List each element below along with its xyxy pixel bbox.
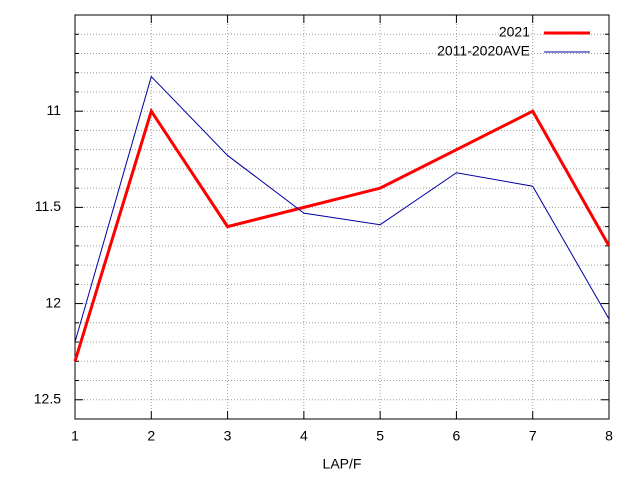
x-axis-label: LAP/F [323, 456, 362, 472]
x-tick-label: 7 [529, 428, 537, 444]
y-tick-label: 12.5 [34, 390, 61, 406]
y-tick-label: 11.5 [35, 198, 61, 214]
series-line [74, 75, 610, 343]
y-tick-label: 11 [46, 102, 61, 118]
x-tick-label: 8 [605, 428, 613, 444]
plot-frame [74, 14, 610, 420]
legend-label: 2011-2020AVE [437, 43, 530, 59]
series-line [73, 107, 611, 362]
legend-label: 2021 [499, 24, 530, 40]
x-tick-label: 5 [376, 428, 384, 444]
x-tick-label: 6 [453, 428, 461, 444]
x-tick-label: 1 [71, 428, 79, 444]
x-tick-label: 2 [147, 428, 155, 444]
x-tick-label: 3 [224, 428, 232, 444]
x-tick-label: 4 [300, 428, 308, 444]
y-tick-label: 12 [45, 294, 61, 310]
